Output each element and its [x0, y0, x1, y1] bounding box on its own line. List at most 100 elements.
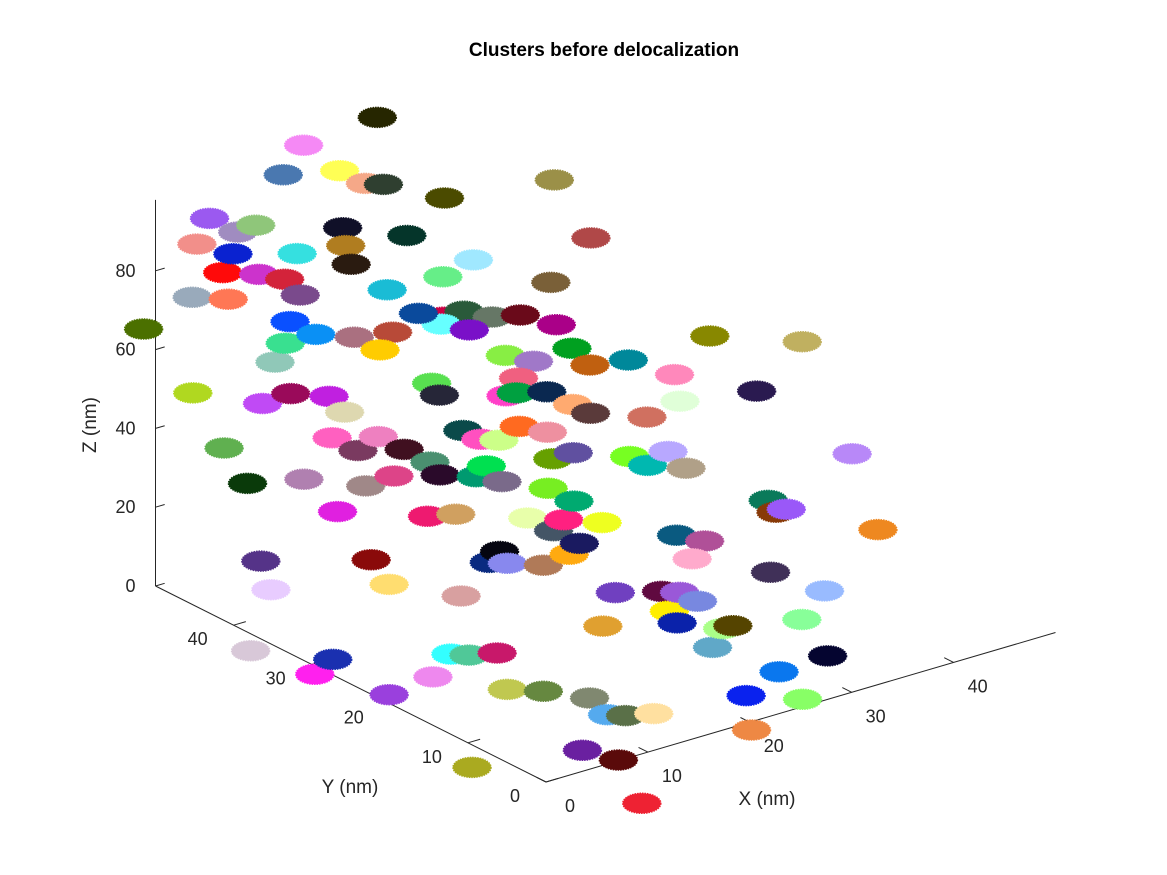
- cluster-point: [736, 380, 777, 402]
- cluster-point: [189, 207, 230, 230]
- cluster-point: [559, 532, 600, 555]
- y-tick-mark: [545, 777, 559, 783]
- cluster-point: [648, 440, 688, 463]
- cluster-point: [251, 578, 291, 601]
- y-tick-label: 0: [510, 786, 520, 806]
- cluster-point: [367, 279, 407, 301]
- cluster-point: [280, 284, 320, 306]
- cluster-point: [213, 243, 253, 265]
- cluster-point: [208, 288, 248, 310]
- cluster-point: [534, 169, 575, 191]
- cluster-point: [172, 286, 212, 309]
- cluster-point: [123, 318, 164, 340]
- y-tick-label: 20: [344, 708, 364, 728]
- cluster-point: [527, 421, 568, 443]
- cluster-point: [369, 683, 409, 706]
- cluster-point: [241, 550, 281, 572]
- x-axis-label: X (nm): [739, 789, 796, 810]
- y-axis-line: [155, 585, 547, 783]
- cluster-point: [277, 242, 317, 265]
- cluster-point: [523, 554, 564, 576]
- z-tick-mark: [155, 267, 165, 272]
- z-tick-mark: [155, 582, 165, 587]
- x-tick-label: 0: [565, 796, 575, 816]
- cluster-point: [270, 382, 311, 405]
- cluster-point: [453, 249, 494, 271]
- cluster-point: [684, 530, 725, 552]
- cluster-point: [570, 354, 610, 376]
- cluster-point: [536, 313, 577, 336]
- cluster-point: [513, 350, 554, 373]
- cluster-point: [372, 321, 413, 343]
- cluster-point: [419, 384, 460, 406]
- cluster-point: [622, 792, 662, 815]
- cluster-point: [345, 475, 386, 497]
- y-tick-label: 30: [266, 668, 286, 688]
- cluster-point: [713, 614, 753, 637]
- z-tick-label: 20: [115, 497, 135, 517]
- cluster-point: [242, 392, 283, 415]
- cluster-point: [627, 406, 667, 428]
- cluster-point: [177, 233, 217, 255]
- z-tick-mark: [155, 504, 165, 508]
- cluster-point: [482, 470, 522, 493]
- cluster-point: [173, 382, 213, 404]
- cluster-point: [204, 437, 244, 459]
- x-tick-mark: [536, 776, 547, 783]
- cluster-point: [358, 425, 399, 448]
- cluster-point: [312, 648, 353, 671]
- cluster-point: [554, 490, 594, 512]
- cluster-point: [295, 663, 335, 686]
- cluster-point: [750, 561, 791, 584]
- cluster-point: [227, 472, 268, 495]
- cluster-point: [319, 159, 360, 182]
- cluster-point: [360, 339, 400, 361]
- cluster-point: [523, 680, 564, 703]
- cluster-point: [452, 756, 492, 779]
- cluster-point: [583, 615, 623, 637]
- y-tick-mark: [467, 738, 481, 744]
- cluster-point: [553, 442, 593, 464]
- cluster-point: [858, 518, 898, 541]
- cluster-point: [731, 719, 772, 741]
- y-tick-mark: [233, 621, 246, 626]
- cluster-point: [331, 253, 371, 276]
- cluster-point: [435, 503, 476, 525]
- cluster-point: [322, 217, 363, 239]
- cluster-point: [531, 271, 571, 294]
- cluster-point: [230, 640, 271, 662]
- z-tick-label: 40: [115, 418, 135, 438]
- cluster-point: [235, 214, 276, 236]
- cluster-point: [324, 401, 365, 423]
- cluster-point: [487, 552, 528, 575]
- cluster-point: [782, 688, 823, 711]
- cluster-point: [666, 457, 706, 479]
- cluster-point: [270, 310, 310, 333]
- cluster-point: [477, 642, 517, 664]
- cluster-point: [562, 739, 603, 762]
- z-tick-label: 60: [115, 340, 135, 360]
- cluster-point: [660, 390, 700, 412]
- cluster-point: [552, 337, 592, 360]
- y-tick-label: 10: [422, 747, 442, 767]
- x-tick-mark: [944, 657, 954, 663]
- cluster-point: [420, 464, 460, 486]
- x-tick-mark: [638, 746, 649, 753]
- cluster-point: [265, 332, 305, 355]
- cluster-point: [284, 468, 324, 490]
- z-tick-label: 0: [125, 576, 135, 596]
- chart-title: Clusters before delocalization: [469, 40, 739, 61]
- cluster-point: [384, 438, 424, 461]
- cluster-point: [657, 612, 697, 634]
- z-tick-mark: [155, 425, 165, 429]
- x-tick-mark: [842, 687, 852, 693]
- cluster-point: [726, 684, 766, 707]
- cluster-point: [692, 636, 733, 659]
- cluster-point: [690, 325, 730, 347]
- cluster-point: [582, 511, 622, 534]
- cluster-point: [782, 608, 822, 631]
- x-tick-label: 10: [662, 766, 682, 786]
- cluster-point: [369, 573, 409, 596]
- cluster-point: [202, 261, 243, 284]
